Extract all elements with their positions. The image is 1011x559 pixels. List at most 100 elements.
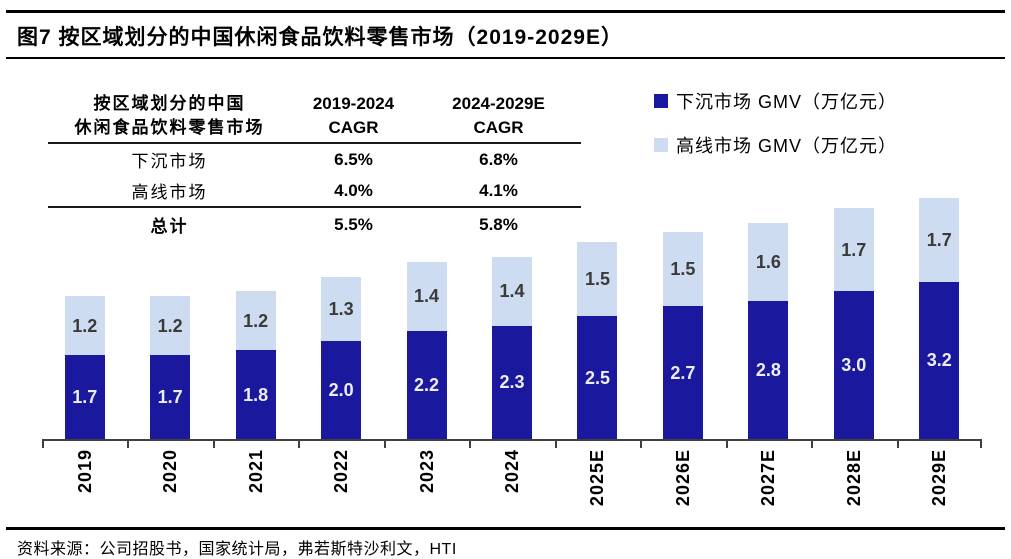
row-cagr-2024-2029e: 4.1% [479, 180, 518, 200]
bar-segment-higher-tier-market-2029E: 1.7 [919, 197, 960, 282]
table-header-region-line2: 休闲食品饮料零售市场 [74, 118, 265, 137]
x-axis-label-2029E: 2029E [929, 449, 950, 507]
bar-value-label: 1.2 [72, 315, 98, 336]
bar-value-label: 2.2 [414, 374, 440, 395]
table-header-region-line1: 按区域划分的中国 [93, 94, 246, 113]
x-axis-label-2019: 2019 [74, 449, 95, 494]
bar-segment-higher-tier-market-2024: 1.4 [492, 256, 532, 326]
x-axis-label-2027E: 2027E [758, 449, 779, 507]
bar-segment-lower-tier-market-2019: 1.7 [64, 355, 105, 439]
bar-segment-lower-tier-market-2021: 1.8 [235, 350, 276, 439]
legend-label: 高线市场 GMV（万亿元） [676, 136, 898, 156]
bar-segment-higher-tier-market-2022: 1.3 [321, 276, 362, 341]
total-cagr-2024-2029e: 5.8% [479, 214, 518, 234]
x-axis-tick [298, 441, 301, 448]
bar-value-label: 1.2 [157, 315, 183, 336]
x-axis-tick [383, 441, 386, 448]
bar-segment-higher-tier-market-2020: 1.2 [150, 296, 191, 356]
table-header-row: 按区域划分的中国 休闲食品饮料零售市场 2019-2024 CAGR 2024-… [48, 90, 581, 142]
bar-value-label: 3.2 [926, 350, 952, 371]
x-axis-tick [896, 441, 899, 448]
bar-value-label: 1.4 [499, 281, 525, 302]
x-axis-tick [811, 441, 814, 448]
bar-segment-higher-tier-market-2026E: 1.5 [662, 232, 703, 307]
x-axis-labels: 2019 2020 2021 2022 2023 2024 2025E 2026E 2027E 2… [42, 443, 982, 535]
bar-segment-higher-tier-market-2021: 1.2 [235, 291, 276, 351]
bar-value-label: 2.3 [499, 372, 525, 393]
x-axis-label-2028E: 2028E [843, 449, 864, 507]
bar-value-label: 1.3 [328, 298, 354, 319]
bar-value-label: 1.4 [414, 286, 440, 307]
table-header-cagr2-line1: 2024-2029E [452, 94, 545, 113]
row-cagr-2019-2024: 6.5% [334, 149, 373, 169]
row-label: 下沉市场 [131, 152, 208, 171]
x-axis-tick [725, 441, 728, 448]
source-note: 资料来源：公司招股书，国家统计局，弗若斯特沙利文，HTI [17, 541, 457, 558]
bar-segment-higher-tier-market-2025E: 1.5 [577, 242, 618, 316]
bar-segment-lower-tier-market-2024: 2.3 [492, 325, 532, 439]
bar-segment-lower-tier-market-2028E: 3.0 [833, 291, 874, 439]
title-underline-rule [6, 57, 1005, 59]
legend-label: 下沉市场 GMV（万亿元） [676, 92, 898, 112]
top-border-rule [6, 10, 1005, 13]
bar-value-label: 1.5 [670, 259, 696, 280]
bar-value-label: 2.8 [755, 360, 781, 381]
bar-segment-lower-tier-market-2022: 2.0 [321, 340, 362, 439]
stacked-bar-chart: 1.7 1.2 1.7 1.2 1.8 1.2 2.0 1.3 2.2 1.4 2.3 1.4 2.5 1… [42, 195, 982, 448]
x-axis-label-2023: 2023 [416, 449, 437, 494]
x-axis-tick [980, 441, 982, 448]
bar-segment-lower-tier-market-2026E: 2.7 [662, 306, 703, 439]
table-header-cagr-2024-2029e: 2024-2029E CAGR [416, 92, 581, 140]
x-axis-tick [640, 441, 643, 448]
table-header-cagr-2019-2024: 2019-2024 CAGR [291, 92, 416, 140]
table-header-cagr1-line2: CAGR [328, 118, 379, 137]
row-cagr-2024-2029e: 6.8% [479, 149, 518, 169]
bar-segment-lower-tier-market-2020: 1.7 [150, 355, 191, 439]
table-row-total: 总计 5.5% 5.8% [48, 208, 581, 241]
table-header-divider [48, 142, 581, 144]
bar-value-label: 3.0 [841, 355, 867, 376]
bar-segment-higher-tier-market-2028E: 1.7 [833, 207, 874, 292]
total-cagr-2019-2024: 5.5% [334, 214, 373, 234]
legend-item-higher-tier-market: 高线市场 GMV（万亿元） [654, 132, 897, 158]
x-axis-tick [554, 441, 557, 448]
bar-segment-lower-tier-market-2025E: 2.5 [577, 316, 618, 439]
table-row-lower-tier-market: 下沉市场 6.5% 6.8% [48, 144, 581, 175]
total-label: 总计 [150, 217, 189, 236]
table-header-cagr2-line2: CAGR [473, 118, 524, 137]
cagr-table: 按区域划分的中国 休闲食品饮料零售市场 2019-2024 CAGR 2024-… [48, 90, 581, 241]
table-row-higher-tier-market: 高线市场 4.0% 4.1% [48, 175, 581, 206]
bar-value-label: 1.6 [755, 251, 781, 272]
bar-segment-lower-tier-market-2029E: 3.2 [919, 281, 960, 439]
x-axis-label-2025E: 2025E [587, 449, 608, 507]
bar-segment-lower-tier-market-2027E: 2.8 [748, 301, 789, 439]
x-axis-label-2020: 2020 [160, 449, 181, 494]
row-label: 高线市场 [131, 183, 208, 202]
x-axis-tick [469, 441, 472, 448]
x-axis-label-2021: 2021 [245, 449, 266, 494]
bar-value-label: 1.7 [841, 239, 867, 260]
bar-segment-higher-tier-market-2019: 1.2 [64, 296, 105, 356]
bottom-border-rule [6, 527, 1005, 530]
x-axis-tick [127, 441, 130, 448]
bar-value-label: 2.5 [584, 367, 610, 388]
table-total-divider [48, 206, 581, 208]
chart-legend: 下沉市场 GMV（万亿元） 高线市场 GMV（万亿元） [654, 88, 897, 176]
x-axis-label-2022: 2022 [331, 449, 352, 494]
table-header-region-col: 按区域划分的中国 休闲食品饮料零售市场 [48, 92, 291, 140]
bar-value-label: 1.8 [243, 384, 269, 405]
bar-value-label: 1.7 [72, 387, 98, 408]
legend-swatch-dark-blue-icon [654, 94, 668, 108]
bar-segment-lower-tier-market-2023: 2.2 [406, 330, 447, 439]
bar-value-label: 2.0 [328, 379, 354, 400]
bar-segment-higher-tier-market-2023: 1.4 [406, 261, 447, 331]
x-axis-tick [212, 441, 215, 448]
bar-value-label: 1.5 [584, 269, 610, 290]
legend-swatch-light-blue-icon [654, 138, 668, 152]
figure-title: 图7 按区域划分的中国休闲食品饮料零售市场（2019-2029E） [17, 26, 623, 49]
x-axis-tick [42, 441, 44, 448]
legend-item-lower-tier-market: 下沉市场 GMV（万亿元） [654, 88, 897, 114]
bar-value-label: 2.7 [670, 362, 696, 383]
bar-value-label: 1.2 [243, 310, 269, 331]
x-axis-label-2024: 2024 [502, 449, 522, 494]
